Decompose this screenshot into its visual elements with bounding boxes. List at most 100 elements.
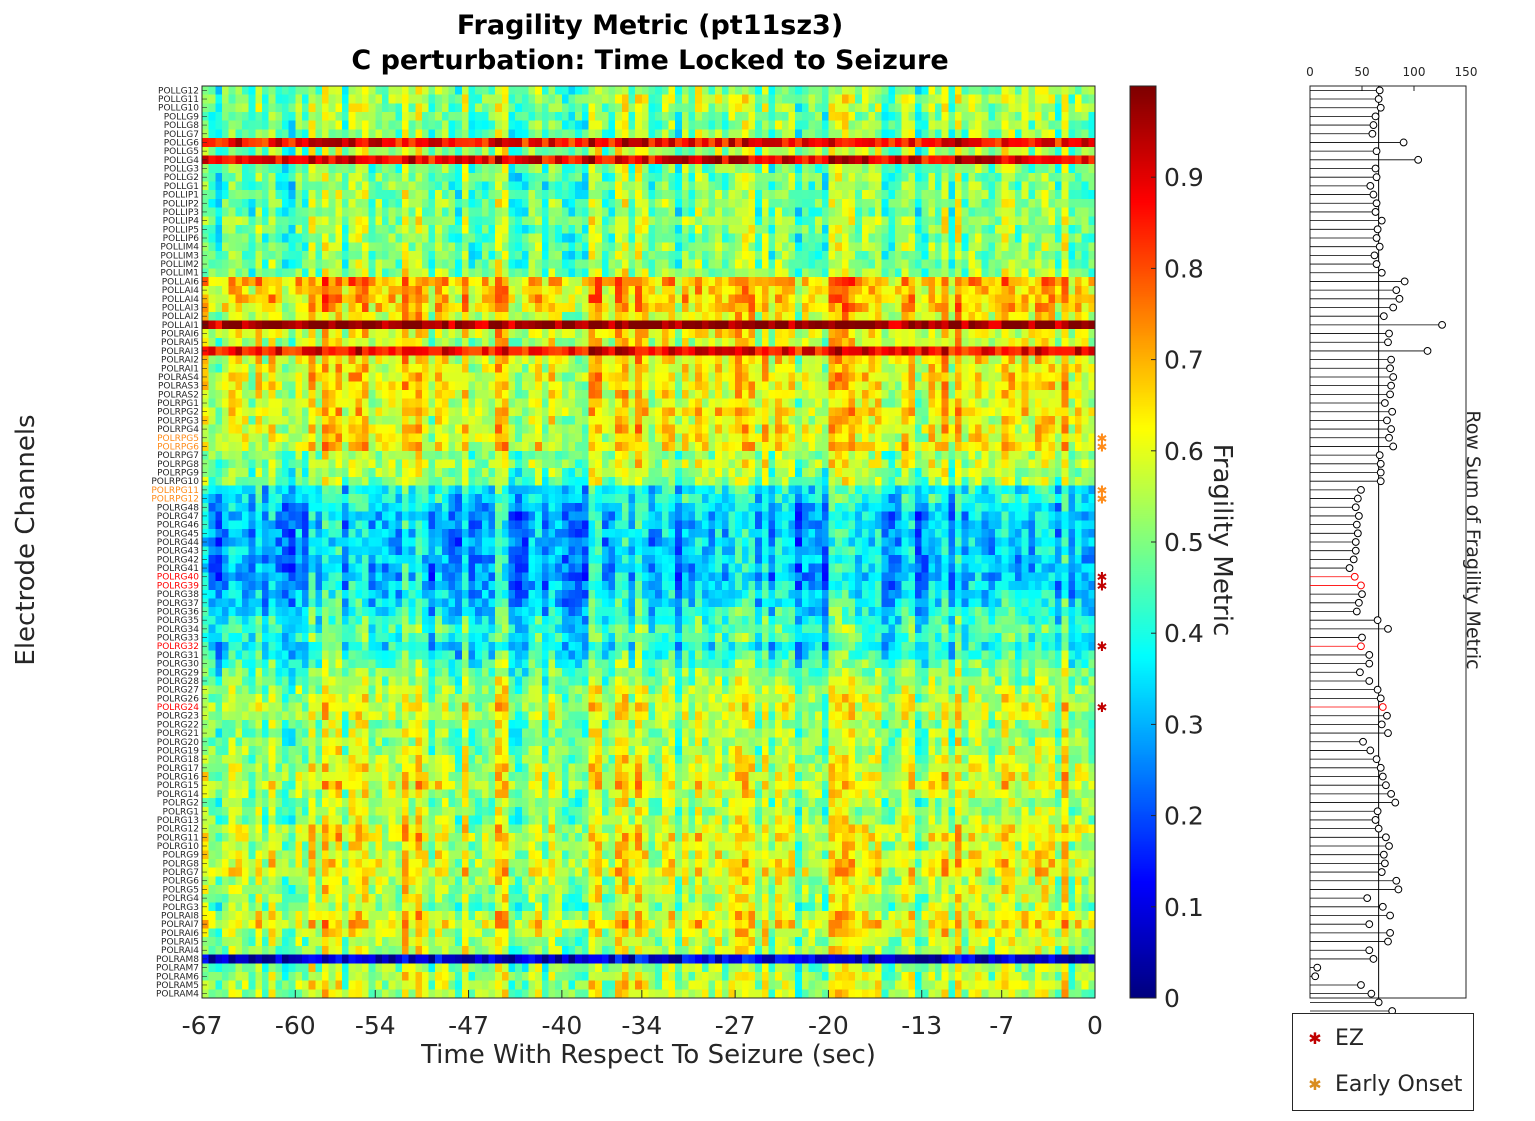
channel-tick-label: POLLIP4 — [163, 217, 200, 227]
channel-tick-label: POLRG34 — [157, 625, 199, 635]
stem-marker — [1357, 642, 1365, 651]
channel-tick-label: POLRG11 — [157, 833, 199, 843]
heatmap-image — [202, 86, 1095, 998]
y-axis-label: Electrode Channels — [11, 414, 41, 666]
stem-marker — [1380, 399, 1389, 407]
channel-tick-label: POLRG23 — [157, 712, 199, 722]
stem-marker — [1365, 946, 1374, 955]
stem-marker — [1366, 181, 1375, 190]
x-tick-label: -13 — [901, 1011, 942, 1040]
channel-tick-label: POLRAI7 — [161, 920, 199, 930]
stem-marker — [1394, 885, 1403, 894]
stem-marker — [1370, 251, 1379, 260]
stem-marker — [1372, 147, 1381, 156]
channel-tick-label: POLLIP1 — [163, 191, 199, 201]
channel-tick-label: POLRG22 — [157, 720, 199, 730]
stem-marker — [1372, 173, 1381, 182]
x-tick-label: 0 — [1087, 1011, 1103, 1040]
stem-marker — [1387, 789, 1396, 798]
legend-label-ez: EZ — [1335, 1026, 1364, 1051]
stem-marker — [1377, 216, 1386, 225]
colorbar-tick-label: 0.2 — [1164, 802, 1204, 831]
channel-tick-label: POLLIP2 — [163, 199, 199, 209]
channel-tick-label: POLRG35 — [157, 616, 199, 626]
stem-marker — [1371, 208, 1380, 216]
x-tick-label: -34 — [621, 1011, 662, 1040]
x-tick-label: -7 — [989, 1011, 1014, 1040]
stem-marker — [1371, 164, 1380, 173]
stem-marker — [1382, 781, 1390, 790]
stem-marker — [1357, 485, 1365, 494]
stem-marker — [1374, 824, 1383, 833]
legend: ✱ EZ ✱ Early Onset — [1292, 1013, 1474, 1111]
stem-marker — [1372, 755, 1381, 764]
channel-tick-label: POLRG36 — [157, 607, 199, 617]
stem-marker — [1345, 564, 1354, 572]
channel-tick-label: POLRG17 — [157, 764, 199, 774]
stem-marker — [1376, 477, 1385, 486]
early-onset-star-marker: ✱ — [1097, 493, 1108, 508]
stem-marker — [1378, 902, 1387, 911]
channel-tick-label: POLLIM4 — [160, 243, 199, 253]
channel-tick-label: POLRG3 — [163, 903, 199, 913]
ez-star-marker: ✱ — [1097, 579, 1108, 594]
stem-marker — [1378, 703, 1387, 711]
stem-marker — [1375, 242, 1384, 251]
channel-tick-label: POLRAM8 — [156, 955, 199, 965]
channel-tick-label: POLRAI4 — [161, 946, 199, 956]
legend-label-early-onset: Early Onset — [1335, 1072, 1463, 1097]
ez-star-marker: ✱ — [1097, 701, 1108, 716]
channel-tick-label: POLLG5 — [164, 147, 199, 157]
early-onset-marker-icon: ✱ — [1308, 1075, 1322, 1094]
channel-tick-label: POLRG10 — [157, 842, 199, 852]
channel-tick-label: POLRPG11 — [151, 486, 199, 496]
channel-tick-label: POLLIM1 — [160, 269, 199, 279]
stem-marker — [1377, 268, 1386, 277]
stem-x-tick-label: 150 — [1455, 65, 1478, 79]
channel-tick-label: POLRAI5 — [161, 938, 199, 948]
stem-marker — [1383, 711, 1391, 720]
stem-marker — [1376, 103, 1385, 112]
stem-marker — [1358, 633, 1366, 642]
channel-tick-label: POLRAI6 — [161, 929, 199, 939]
channel-tick-label: POLLAI4 — [162, 295, 200, 305]
channel-tick-label: POLLG4 — [164, 156, 200, 166]
channel-tick-label: POLRG8 — [163, 859, 200, 869]
stem-marker — [1384, 729, 1392, 737]
stem-marker — [1392, 876, 1401, 885]
stem-x-tick-label: 50 — [1354, 65, 1369, 79]
x-tick-label: -27 — [715, 1011, 756, 1040]
channel-tick-label: POLRAS3 — [158, 382, 199, 392]
channel-tick-label: POLRG42 — [157, 555, 199, 565]
channel-tick-label: POLRG19 — [157, 746, 199, 756]
channel-tick-label: POLRG28 — [157, 677, 199, 687]
channel-tick-label: POLRPG2 — [157, 408, 199, 418]
ez-star-marker: ✱ — [1097, 640, 1108, 655]
channel-tick-label: POLRG21 — [157, 729, 199, 739]
channel-tick-label: POLRG33 — [157, 634, 199, 644]
stem-marker — [1366, 746, 1375, 755]
stem-marker — [1400, 277, 1409, 286]
channel-tick-label: POLRG4 — [163, 894, 200, 904]
channel-tick-label: POLLIM2 — [160, 260, 199, 270]
stem-marker — [1386, 364, 1394, 373]
stem-marker — [1376, 459, 1385, 468]
stem-marker — [1373, 685, 1382, 694]
stem-marker — [1351, 546, 1360, 555]
stem-marker — [1379, 850, 1388, 859]
stem-marker — [1369, 955, 1378, 963]
channel-tick-label: POLRG27 — [157, 686, 199, 696]
channel-tick-label: POLLAI2 — [162, 312, 199, 322]
channel-tick-label: POLRG41 — [157, 564, 199, 574]
x-tick-label: -67 — [182, 1011, 223, 1040]
channel-tick-label: POLRG43 — [157, 547, 199, 557]
stem-marker — [1384, 937, 1392, 946]
stem-marker — [1377, 720, 1386, 729]
stem-marker — [1395, 294, 1404, 303]
ez-star-marker: ✱ — [1097, 571, 1108, 586]
stem-marker — [1374, 95, 1383, 103]
channel-tick-label: POLRG7 — [163, 868, 199, 878]
channel-tick-label: POLLIP6 — [163, 234, 200, 244]
stem-marker — [1386, 390, 1394, 399]
channel-tick-label: POLRG30 — [157, 660, 199, 670]
